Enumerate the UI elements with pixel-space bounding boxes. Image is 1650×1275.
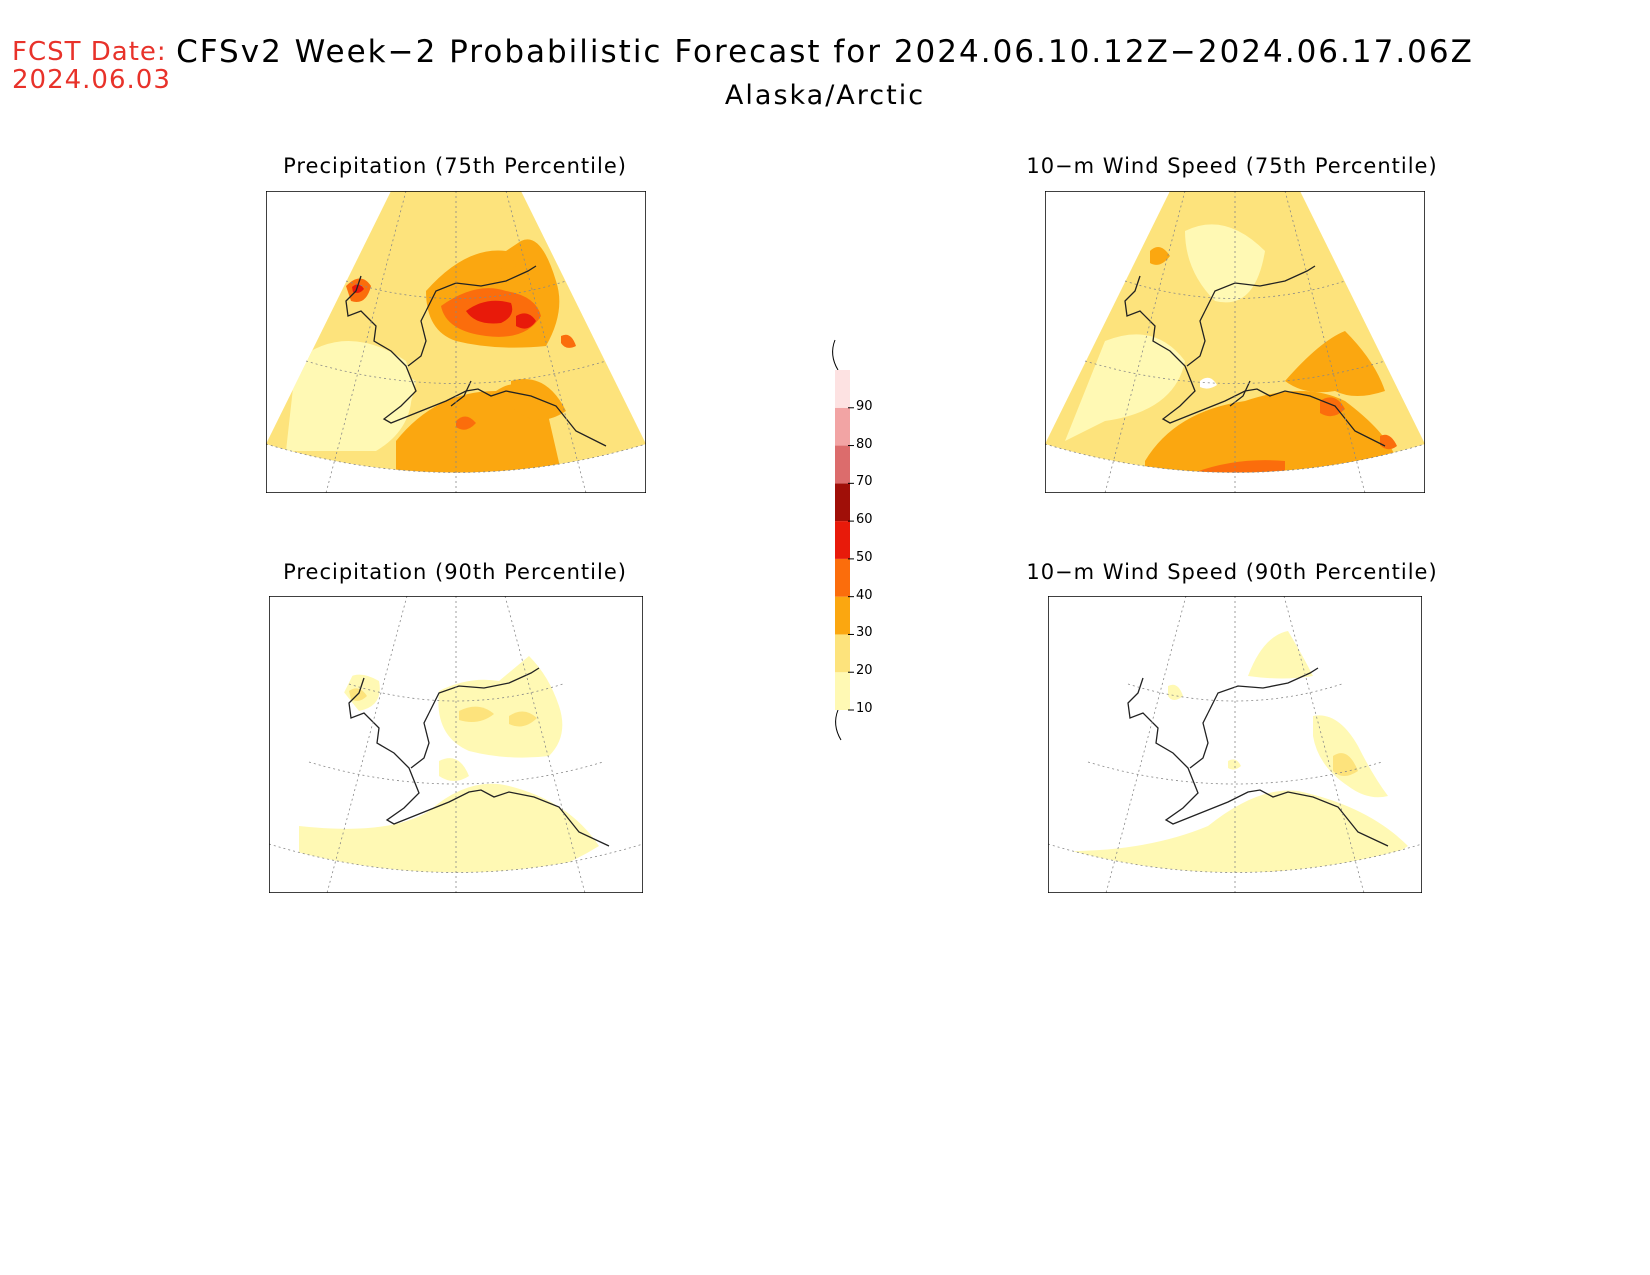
color-bar-segment bbox=[835, 596, 850, 635]
map-wind-75 bbox=[1045, 191, 1425, 493]
color-bar-label: 10 bbox=[856, 701, 873, 716]
color-bar-segment bbox=[835, 558, 850, 597]
color-bar-label: 90 bbox=[856, 398, 873, 414]
graticule bbox=[269, 596, 643, 893]
graticule bbox=[1045, 191, 1425, 493]
coastline bbox=[1127, 667, 1389, 847]
panel-title-wind-90: 10−m Wind Speed (90th Percentile) bbox=[1026, 560, 1438, 584]
color-bar-segment bbox=[835, 407, 850, 446]
color-bar-segment bbox=[835, 483, 850, 522]
coastline bbox=[348, 667, 610, 847]
color-bar-label: 60 bbox=[856, 512, 873, 528]
page-subtitle: Alaska/Arctic bbox=[724, 80, 926, 111]
probability-shading bbox=[269, 596, 643, 873]
probability-shading bbox=[1048, 596, 1422, 873]
panel-title-wind-75: 10−m Wind Speed (75th Percentile) bbox=[1026, 154, 1438, 178]
color-bar bbox=[832, 339, 854, 741]
color-bar-label: 30 bbox=[856, 625, 873, 641]
map-precip-90 bbox=[269, 596, 643, 893]
page-title: CFSv2 Week−2 Probabilistic Forecast for … bbox=[176, 34, 1474, 70]
map-precip-75 bbox=[266, 191, 646, 493]
forecast-date: FCST Date: 2024.06.03 bbox=[12, 38, 171, 94]
map-wind-90 bbox=[1048, 596, 1422, 893]
coastline bbox=[1124, 265, 1386, 447]
color-bar-segment bbox=[835, 445, 850, 484]
forecast-date-value: 2024.06.03 bbox=[12, 65, 171, 95]
color-bar-label: 50 bbox=[856, 549, 873, 565]
color-bar-legend: 10 20 30 40 50 60 70 80 90 bbox=[805, 330, 873, 754]
color-bar-label: 40 bbox=[856, 587, 873, 603]
panel-title-precip-90: Precipitation (90th Percentile) bbox=[283, 560, 627, 584]
graticule bbox=[266, 191, 646, 493]
graticule bbox=[1048, 596, 1422, 893]
color-bar-segment bbox=[835, 634, 850, 673]
panel-title-precip-75: Precipitation (75th Percentile) bbox=[283, 154, 627, 178]
color-bar-label: 70 bbox=[856, 474, 873, 490]
coastline bbox=[345, 265, 607, 447]
color-bar-label: 80 bbox=[856, 436, 873, 452]
color-bar-segment bbox=[835, 521, 850, 559]
color-bar-segment bbox=[835, 672, 850, 710]
forecast-date-label: FCST Date: bbox=[12, 37, 167, 67]
color-bar-label: 20 bbox=[856, 663, 873, 679]
color-bar-segment bbox=[835, 370, 850, 408]
